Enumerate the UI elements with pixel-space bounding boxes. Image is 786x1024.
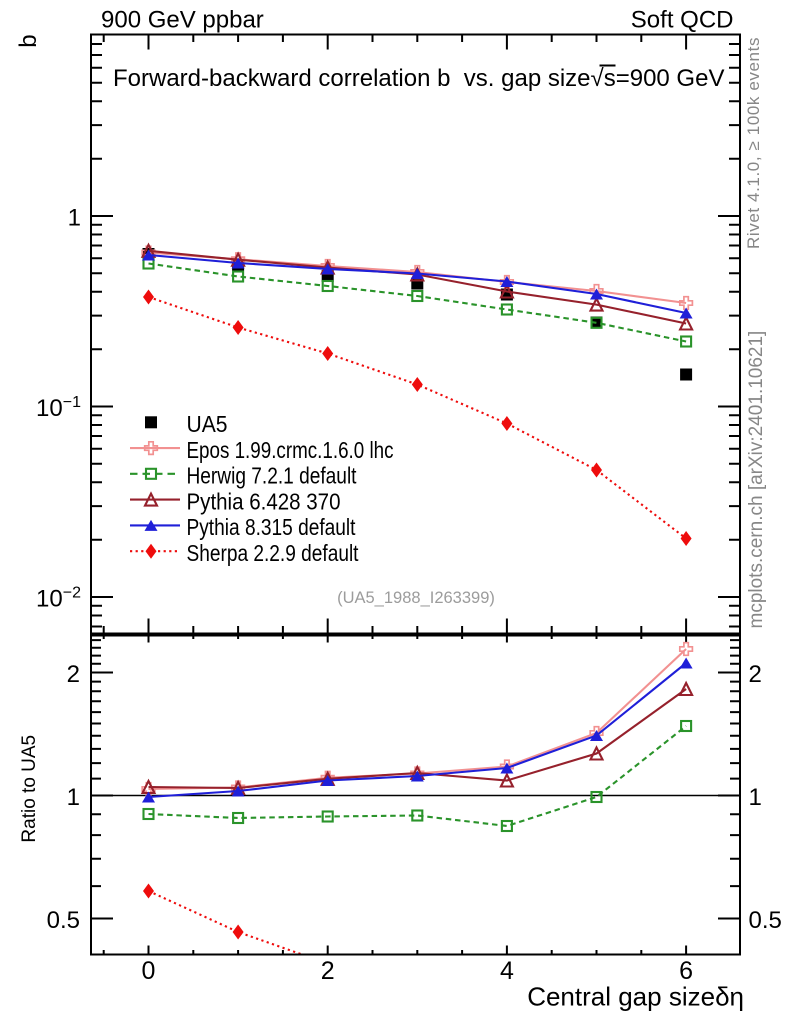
svg-text:2: 2 xyxy=(67,661,80,688)
svg-text:0: 0 xyxy=(142,957,156,985)
svg-text:Ratio to UA5: Ratio to UA5 xyxy=(19,735,40,843)
svg-text:mcplots.cern.ch [arXiv:2401.10: mcplots.cern.ch [arXiv:2401.10621] xyxy=(746,331,767,629)
svg-text:2: 2 xyxy=(321,957,335,985)
svg-text:Herwig 7.2.1 default: Herwig 7.2.1 default xyxy=(187,463,357,489)
svg-text:Pythia 6.428 370: Pythia 6.428 370 xyxy=(187,488,341,514)
svg-text:4: 4 xyxy=(500,957,514,985)
svg-text:2: 2 xyxy=(749,661,762,688)
svg-text:Forward-backward correlation b: Forward-backward correlation b vs. gap s… xyxy=(113,65,724,92)
svg-text:Central gap sizeδη: Central gap sizeδη xyxy=(527,982,744,1012)
svg-text:0.5: 0.5 xyxy=(47,907,80,934)
svg-text:1: 1 xyxy=(68,205,81,232)
svg-text:6: 6 xyxy=(679,957,693,985)
svg-text:900 GeV ppbar: 900 GeV ppbar xyxy=(101,7,264,34)
svg-text:Pythia 8.315 default: Pythia 8.315 default xyxy=(187,514,356,540)
svg-text:Epos 1.99.crmc.1.6.0 lhc: Epos 1.99.crmc.1.6.0 lhc xyxy=(187,437,394,463)
svg-text:Rivet 4.1.0, ≥ 100k events: Rivet 4.1.0, ≥ 100k events xyxy=(744,37,763,249)
svg-text:0.5: 0.5 xyxy=(749,907,782,934)
svg-text:b: b xyxy=(15,34,42,47)
svg-text:UA5: UA5 xyxy=(187,411,228,437)
svg-text:1: 1 xyxy=(749,784,762,811)
svg-text:(UA5_1988_I263399): (UA5_1988_I263399) xyxy=(337,589,495,607)
svg-text:Sherpa 2.2.9 default: Sherpa 2.2.9 default xyxy=(187,540,359,566)
svg-text:1: 1 xyxy=(67,784,80,811)
svg-text:Soft QCD: Soft QCD xyxy=(631,7,734,34)
